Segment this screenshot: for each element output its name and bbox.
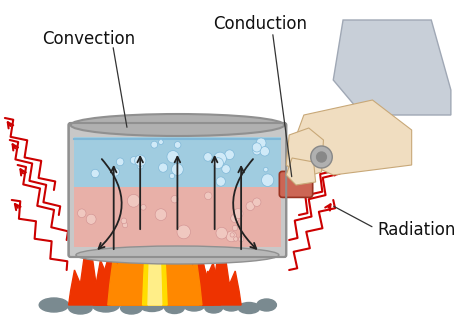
Circle shape: [122, 222, 128, 228]
Circle shape: [216, 227, 228, 239]
Circle shape: [253, 198, 261, 207]
Circle shape: [135, 155, 146, 166]
Circle shape: [262, 174, 274, 187]
Ellipse shape: [221, 299, 241, 311]
Polygon shape: [69, 235, 108, 305]
Polygon shape: [172, 220, 220, 305]
Circle shape: [159, 163, 168, 172]
Circle shape: [234, 237, 238, 241]
Polygon shape: [202, 237, 241, 305]
Circle shape: [174, 141, 181, 148]
Polygon shape: [333, 20, 451, 115]
Polygon shape: [143, 155, 167, 305]
Circle shape: [141, 205, 146, 210]
Circle shape: [172, 163, 183, 175]
Circle shape: [317, 152, 327, 162]
Polygon shape: [289, 100, 412, 175]
Circle shape: [171, 196, 178, 203]
Circle shape: [204, 192, 212, 200]
Polygon shape: [286, 128, 323, 178]
Circle shape: [252, 143, 261, 152]
Circle shape: [256, 138, 266, 148]
Circle shape: [137, 163, 144, 169]
Circle shape: [233, 208, 243, 218]
Ellipse shape: [183, 299, 205, 311]
Circle shape: [232, 225, 237, 231]
Circle shape: [216, 177, 225, 186]
Polygon shape: [148, 175, 162, 305]
Bar: [73, 187, 281, 247]
Circle shape: [213, 158, 223, 169]
Polygon shape: [163, 210, 202, 305]
Circle shape: [238, 236, 244, 242]
Bar: [73, 137, 281, 187]
Ellipse shape: [92, 298, 119, 312]
Ellipse shape: [69, 302, 92, 314]
Text: Convection: Convection: [42, 30, 135, 48]
Ellipse shape: [39, 298, 69, 312]
Ellipse shape: [164, 302, 184, 313]
Circle shape: [151, 141, 158, 148]
Circle shape: [230, 233, 234, 237]
Circle shape: [225, 150, 234, 160]
Circle shape: [91, 169, 99, 178]
Circle shape: [231, 214, 239, 223]
Circle shape: [253, 146, 261, 155]
Circle shape: [311, 146, 332, 168]
Circle shape: [130, 156, 137, 164]
Circle shape: [167, 151, 179, 163]
FancyBboxPatch shape: [69, 123, 286, 257]
Polygon shape: [286, 158, 316, 185]
Circle shape: [204, 153, 212, 161]
Circle shape: [121, 218, 127, 224]
Circle shape: [264, 167, 268, 172]
Circle shape: [246, 202, 255, 210]
Ellipse shape: [76, 246, 279, 264]
Ellipse shape: [257, 299, 276, 311]
Text: Radiation: Radiation: [377, 221, 456, 239]
Circle shape: [155, 209, 167, 220]
Circle shape: [226, 231, 237, 242]
Polygon shape: [108, 205, 147, 305]
Circle shape: [116, 158, 124, 166]
Circle shape: [86, 214, 96, 224]
Polygon shape: [96, 175, 214, 305]
Ellipse shape: [139, 298, 164, 311]
Circle shape: [214, 152, 227, 165]
Circle shape: [111, 168, 119, 176]
Circle shape: [169, 173, 174, 179]
Circle shape: [78, 209, 86, 217]
Circle shape: [158, 139, 164, 144]
Circle shape: [260, 146, 269, 156]
Ellipse shape: [71, 114, 284, 136]
Text: Conduction: Conduction: [213, 15, 307, 33]
Polygon shape: [93, 215, 142, 305]
Ellipse shape: [238, 302, 260, 313]
FancyBboxPatch shape: [279, 171, 313, 198]
Polygon shape: [111, 165, 199, 305]
Circle shape: [222, 165, 230, 173]
Ellipse shape: [205, 303, 222, 313]
Circle shape: [128, 195, 140, 207]
Ellipse shape: [120, 302, 142, 314]
Circle shape: [177, 225, 191, 239]
